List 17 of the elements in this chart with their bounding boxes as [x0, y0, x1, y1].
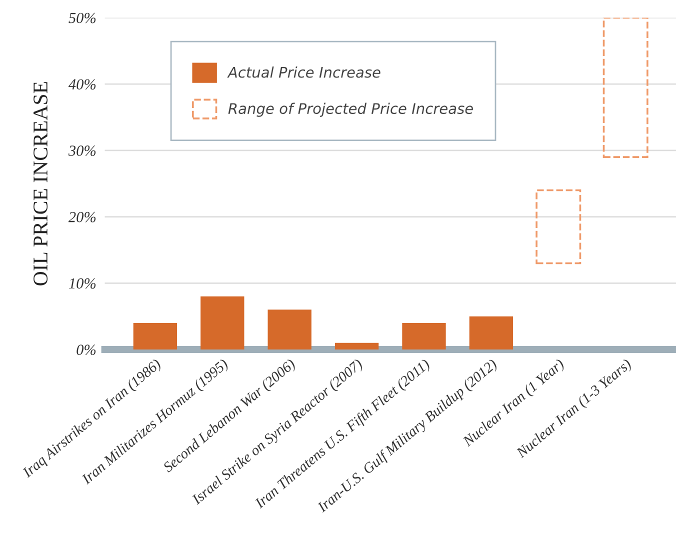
bar [268, 310, 312, 350]
legend-label: Actual Price Increase [227, 66, 380, 78]
legend-label: Range of Projected Price Increase [228, 102, 473, 117]
bar [536, 189, 582, 264]
y-tick-label: 40% [68, 79, 96, 90]
y-axis-title: OIL PRICE INCREASE [34, 82, 48, 286]
y-tick-label: 0% [76, 344, 96, 355]
bar [402, 322, 446, 350]
bar [133, 322, 178, 350]
y-tick-label: 30% [68, 146, 96, 156]
y-tick-label: 50% [68, 12, 96, 24]
bar [200, 296, 244, 350]
y-tick-label: 10% [68, 278, 96, 289]
y-tick-label: 20% [68, 212, 96, 222]
bar [602, 18, 648, 158]
bar [469, 316, 514, 350]
bar [334, 342, 379, 350]
